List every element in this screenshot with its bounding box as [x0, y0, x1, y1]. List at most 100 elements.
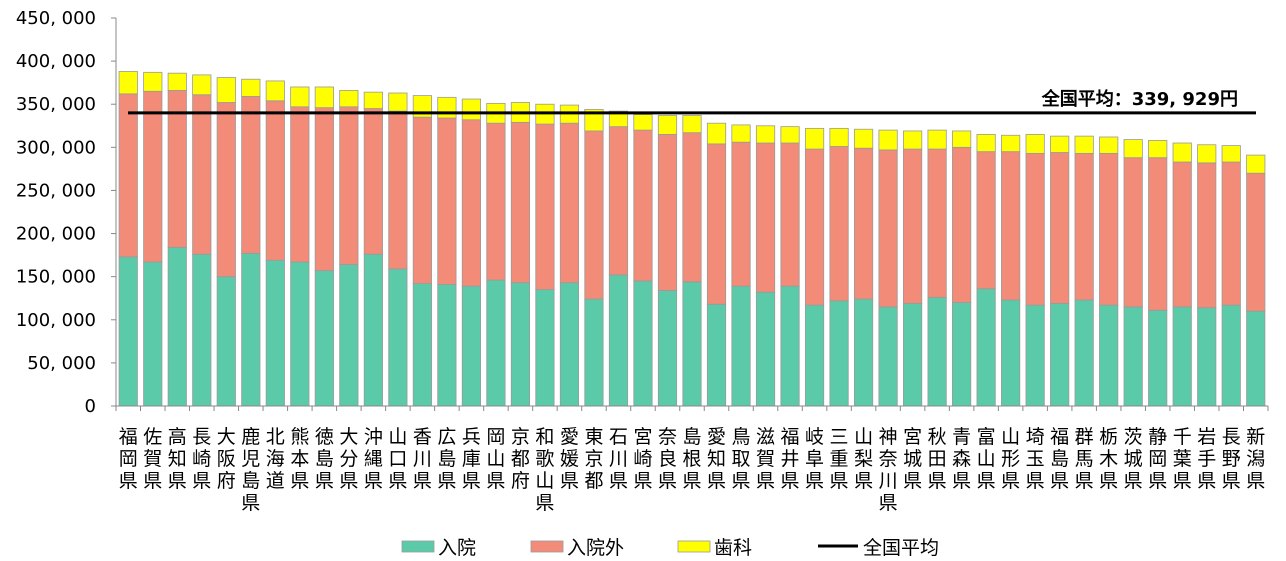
bar-segment-歯科 [706, 122, 727, 145]
bar-segment-入院 [241, 252, 261, 407]
bar-segment-入院外 [265, 100, 285, 261]
x-category-label: 三重県 [830, 426, 849, 492]
x-category-label: 京都府 [511, 426, 530, 492]
bar-segment-歯科 [290, 86, 310, 108]
bar-segment-歯科 [1025, 133, 1045, 154]
bar-segment-入院外 [1001, 151, 1021, 301]
x-category-label: 青森県 [952, 426, 971, 492]
bar-segment-歯科 [1197, 144, 1217, 164]
x-category-label: 福島県 [1050, 426, 1069, 492]
bar-segment-歯科 [853, 128, 874, 149]
bar-segment-入院 [559, 282, 580, 407]
bar-segment-入院外 [853, 147, 874, 300]
legend: 入院 入院外 歯科 全国平均 [401, 537, 939, 559]
bar-segment-入院 [584, 298, 604, 407]
bar-segment-入院 [903, 302, 923, 407]
x-category-label: 奈良県 [658, 426, 677, 492]
bar-segment-歯科 [339, 90, 359, 108]
bars [118, 71, 1266, 407]
bar-segment-入院 [706, 303, 727, 407]
y-tick-label: 50, 000 [27, 353, 96, 374]
bar-segment-入院外 [1099, 152, 1119, 306]
bar-segment-入院 [657, 290, 678, 407]
bar-segment-歯科 [657, 115, 678, 135]
bar-segment-歯科 [1050, 135, 1070, 153]
average-label: 全国平均：339, 929円 [1041, 88, 1238, 110]
x-category-label: 宮崎県 [633, 426, 652, 492]
legend-label: 歯科 [714, 537, 752, 559]
x-category-label: 長崎県 [192, 426, 211, 492]
x-category-label: 群馬県 [1075, 426, 1094, 492]
bar-segment-歯科 [143, 71, 163, 92]
x-category-label: 福井県 [781, 426, 800, 492]
x-category-label: 千葉県 [1173, 426, 1192, 492]
legend-swatch [677, 540, 711, 553]
bar-segment-入院外 [1050, 152, 1070, 304]
y-tick-label: 150, 000 [16, 267, 96, 288]
bar-segment-入院 [976, 288, 996, 407]
x-category-label: 熊本県 [290, 426, 309, 492]
bar-segment-入院 [1001, 299, 1021, 407]
bar-segment-入院 [118, 256, 138, 407]
bar-segment-歯科 [1099, 136, 1119, 154]
x-category-label: 神奈川県 [879, 426, 898, 514]
bar-segment-入院外 [486, 122, 506, 281]
bar-segment-入院外 [314, 107, 334, 272]
bar-segment-歯科 [1148, 140, 1168, 159]
bar-segment-入院外 [1025, 152, 1045, 306]
y-tick-label: 350, 000 [16, 94, 96, 115]
bar-segment-入院外 [804, 148, 825, 306]
bar-segment-入院 [755, 291, 776, 407]
x-category-label: 広島県 [437, 426, 456, 492]
bar-segment-歯科 [952, 130, 972, 148]
x-category-label: 沖縄県 [364, 426, 383, 492]
x-category-label: 秋田県 [928, 426, 947, 492]
bar-segment-入院外 [633, 129, 653, 282]
bar-segment-入院 [682, 281, 702, 407]
bar-segment-入院外 [1221, 161, 1241, 306]
x-category-label: 佐賀県 [143, 426, 162, 492]
x-category-label: 山口県 [388, 426, 407, 492]
x-category-label: 山形県 [1001, 426, 1020, 492]
x-category-label: 北海道 [266, 426, 285, 492]
bar-segment-入院外 [1246, 172, 1266, 312]
bar-segment-入院 [535, 289, 555, 407]
y-axis: 0 50, 000 100, 000 150, 000 200, 000 250, 000… [16, 8, 117, 417]
bar-segment-入院外 [1123, 157, 1143, 308]
x-category-label: 茨城県 [1124, 426, 1143, 492]
y-tick-label: 200, 000 [16, 224, 96, 245]
bar-segment-歯科 [927, 129, 947, 150]
bar-segment-入院 [486, 279, 506, 407]
bar-segment-入院 [1197, 307, 1217, 407]
x-category-label: 愛知県 [707, 426, 726, 492]
bar-segment-入院外 [755, 142, 776, 293]
legend-label: 全国平均 [863, 537, 939, 559]
x-category-label: 鹿児島県 [241, 426, 260, 514]
bar-segment-入院 [363, 253, 383, 407]
y-tick-label: 0 [85, 396, 96, 417]
bar-segment-入院外 [1197, 162, 1217, 309]
bar-segment-歯科 [755, 125, 776, 144]
bar-segment-入院 [388, 268, 408, 407]
bar-segment-入院外 [143, 90, 163, 263]
bar-segment-歯科 [363, 91, 383, 109]
x-category-label: 静岡県 [1148, 426, 1167, 492]
bar-segment-歯科 [903, 130, 923, 150]
bar-segment-入院外 [241, 96, 261, 254]
bar-segment-入院 [952, 302, 972, 407]
bar-segment-入院外 [878, 149, 898, 308]
bar-segment-入院外 [903, 148, 923, 304]
bar-segment-入院外 [559, 122, 580, 284]
legend-swatch [401, 540, 435, 553]
bar-segment-入院 [780, 285, 800, 407]
x-category-label: 福岡県 [119, 426, 138, 492]
bar-segment-入院 [927, 296, 947, 407]
bar-segment-歯科 [1246, 154, 1266, 174]
bar-segment-入院 [1099, 304, 1119, 407]
x-category-label: 島根県 [682, 426, 701, 492]
bar-segment-入院 [731, 285, 751, 407]
x-category-label: 鳥取県 [732, 426, 751, 492]
y-tick-label: 100, 000 [16, 310, 96, 331]
bar-segment-入院 [608, 274, 629, 407]
bar-segment-歯科 [878, 129, 898, 151]
